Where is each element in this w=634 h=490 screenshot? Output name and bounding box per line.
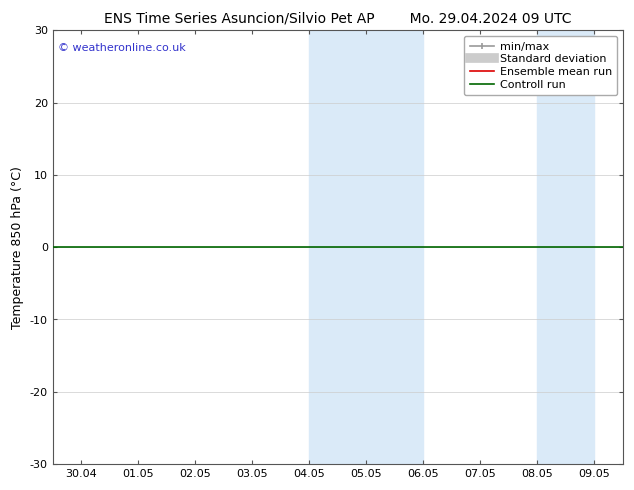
Text: © weatheronline.co.uk: © weatheronline.co.uk <box>58 44 186 53</box>
Bar <box>566 30 595 464</box>
Bar <box>538 30 566 464</box>
Title: ENS Time Series Asuncion/Silvio Pet AP        Mo. 29.04.2024 09 UTC: ENS Time Series Asuncion/Silvio Pet AP M… <box>104 11 571 25</box>
Bar <box>309 30 366 464</box>
Legend: min/max, Standard deviation, Ensemble mean run, Controll run: min/max, Standard deviation, Ensemble me… <box>464 36 618 96</box>
Y-axis label: Temperature 850 hPa (°C): Temperature 850 hPa (°C) <box>11 166 24 329</box>
Bar <box>366 30 424 464</box>
